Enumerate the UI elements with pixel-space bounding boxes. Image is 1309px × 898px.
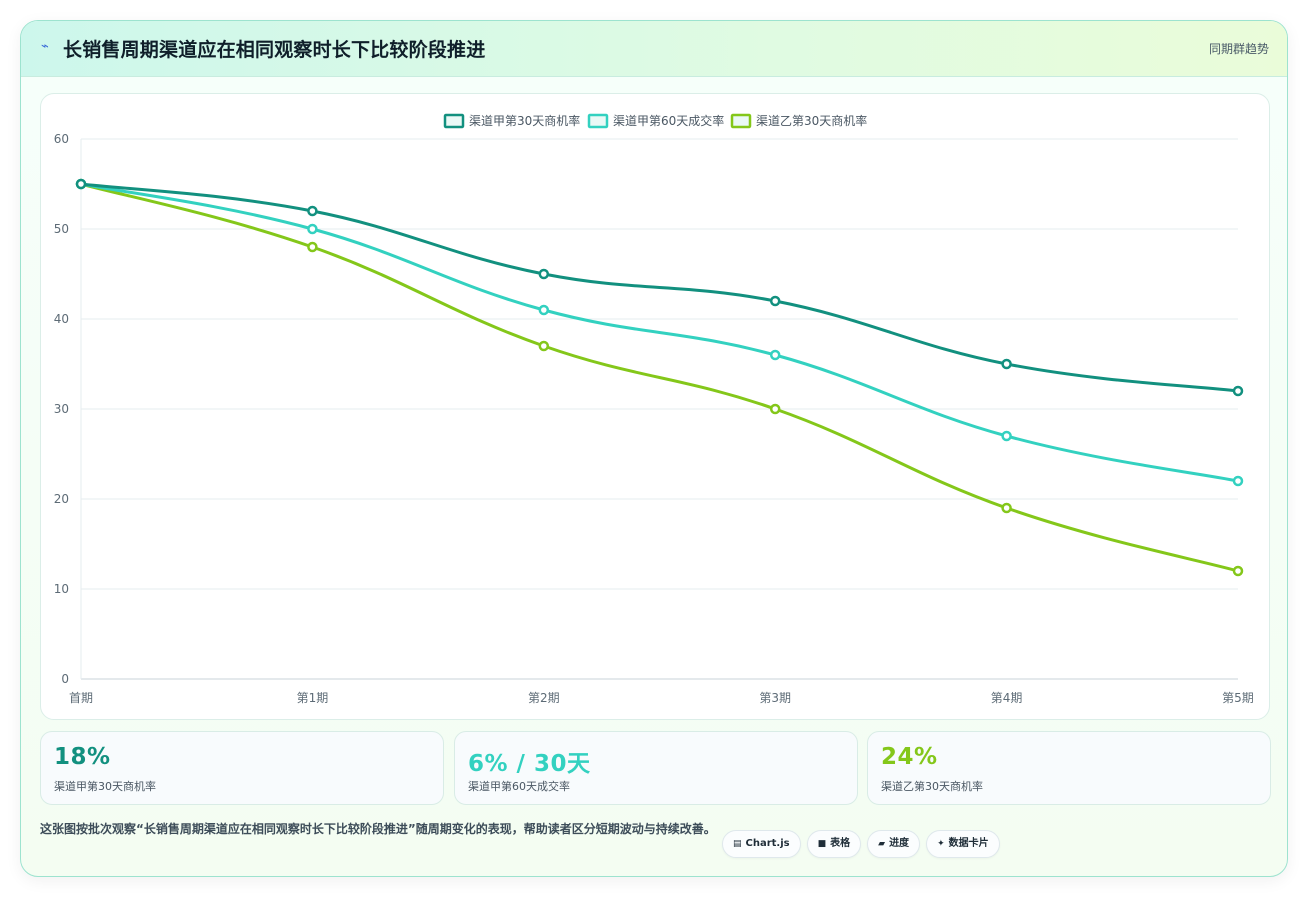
y-tick-label: 20 — [54, 492, 69, 506]
series-line-3 — [79, 182, 1240, 573]
data-point — [75, 178, 87, 190]
x-tick-label: 第5期 — [1222, 691, 1254, 705]
x-tick-label: 首期 — [69, 691, 93, 705]
kpi-value-2: 6% / 30天 — [468, 751, 591, 777]
data-point — [1001, 358, 1012, 370]
kpi-label-2: 渠道甲第60天成交率 — [468, 780, 570, 793]
data-point — [1232, 385, 1244, 397]
kpi-value-1: 18% — [54, 744, 111, 770]
data-point — [538, 340, 550, 352]
y-tick-label: 60 — [54, 132, 69, 146]
data-point — [769, 349, 781, 361]
y-tick-label: 50 — [54, 222, 69, 236]
kpi-card-3: 24% 渠道乙第30天商机率 — [867, 731, 1271, 805]
y-tick-label: 10 — [54, 582, 69, 596]
pill-label: 表格 — [830, 838, 851, 849]
data-point — [1001, 430, 1012, 442]
kpi-label-1: 渠道甲第30天商机率 — [54, 780, 156, 793]
data-point — [538, 304, 550, 316]
report-card: ⌁ 长销售周期渠道应在相同观察时长下比较阶段推进 同期群趋势 0 10 20 30 40… — [20, 20, 1288, 877]
x-tick-label: 第4期 — [991, 691, 1023, 705]
pill-progress[interactable]: ▰ 进度 — [867, 830, 921, 858]
chart-panel: 0 10 20 30 40 50 60 首期 第1期 第2期 第3期 第4期 第5期 渠道甲第30天商机率… — [40, 93, 1270, 720]
pill-label: 数据卡片 — [948, 838, 989, 849]
kpi-value-3: 24% — [881, 744, 938, 770]
data-point — [1232, 475, 1244, 487]
line-chart: 0 10 20 30 40 50 60 首期 第1期 第2期 第3期 第4期 第5期 渠道甲第30天商机率… — [54, 113, 1254, 705]
legend-label: 渠道乙第30天商机率 — [756, 113, 867, 128]
sparkle-icon: ✦ — [937, 839, 945, 849]
data-point — [307, 241, 318, 253]
legend-swatch — [443, 113, 465, 129]
pill-group: ▤ Chart.js ■ 表格 ▰ 进度 ✦ 数据卡片 — [722, 830, 1006, 858]
data-point — [1001, 502, 1012, 514]
y-tick-label: 0 — [61, 672, 69, 686]
kpi-card-2: 6% / 30天 渠道甲第60天成交率 — [454, 731, 858, 805]
kpi-label-3: 渠道乙第30天商机率 — [881, 780, 983, 793]
x-tick-label: 第2期 — [528, 691, 560, 705]
series-line-2 — [79, 182, 1240, 483]
x-tick-label: 第3期 — [759, 691, 791, 705]
legend-swatch — [730, 113, 752, 129]
legend-label: 渠道甲第60天成交率 — [613, 113, 724, 128]
chart-icon: ▤ — [733, 839, 742, 849]
y-tick-label: 30 — [54, 402, 69, 416]
kpi-card-1: 18% 渠道甲第30天商机率 — [40, 731, 444, 805]
data-point — [538, 268, 550, 280]
data-point — [1232, 565, 1244, 577]
pill-chartjs[interactable]: ▤ Chart.js — [722, 830, 801, 858]
pill-table[interactable]: ■ 表格 — [806, 830, 862, 858]
series-line-1 — [79, 182, 1240, 393]
data-point — [769, 403, 781, 415]
header-tag: 同期群趋势 — [1208, 42, 1269, 56]
data-point — [307, 205, 318, 217]
progress-icon: ▰ — [878, 839, 886, 849]
data-point — [769, 295, 781, 307]
table-icon: ■ — [817, 839, 827, 849]
data-point — [307, 223, 318, 235]
pill-label: 进度 — [889, 838, 910, 849]
pill-data-cards[interactable]: ✦ 数据卡片 — [926, 830, 1000, 858]
y-tick-label: 40 — [54, 312, 69, 326]
legend-swatch — [587, 113, 609, 129]
pill-label: Chart.js — [745, 838, 790, 849]
chart-description: 这张图按批次观察“长销售周期渠道应在相同观察时长下比较阶段推进”随周期变化的表现… — [40, 822, 716, 836]
card-header: ⌁ 长销售周期渠道应在相同观察时长下比较阶段推进 同期群趋势 — [21, 21, 1287, 77]
lightning-icon: ⌁ — [41, 39, 49, 54]
page-title: 长销售周期渠道应在相同观察时长下比较阶段推进 — [63, 39, 486, 61]
x-tick-label: 第1期 — [297, 691, 329, 705]
legend-label: 渠道甲第30天商机率 — [469, 113, 580, 128]
